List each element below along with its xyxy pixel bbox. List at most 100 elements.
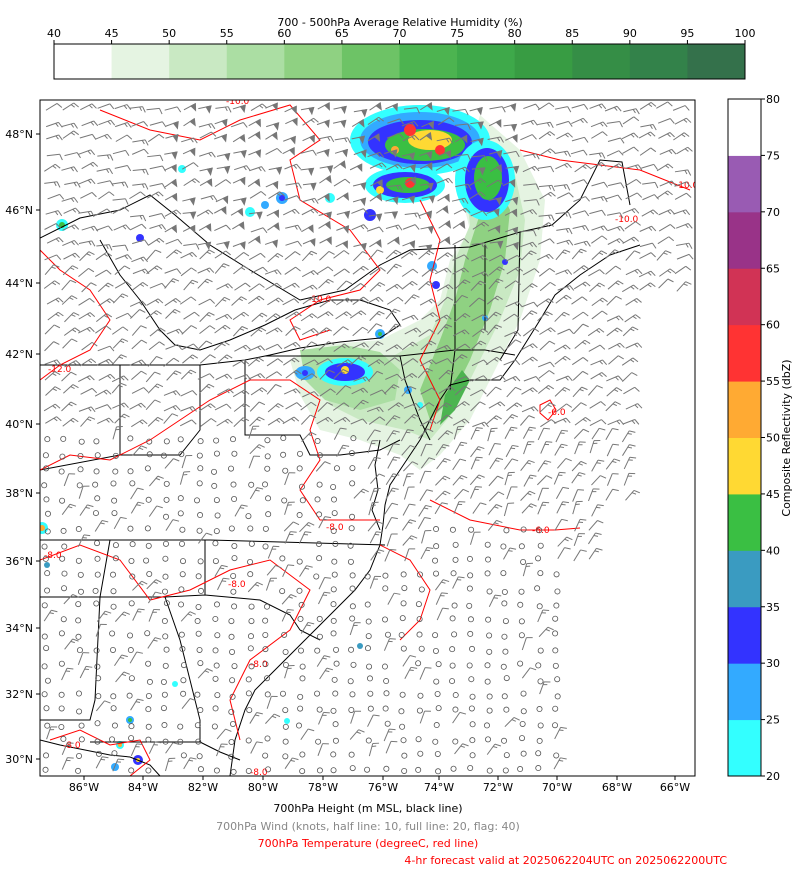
wind-barb	[43, 403, 61, 412]
wind-barb	[265, 147, 283, 155]
wind-barb	[198, 532, 213, 544]
wind-barb	[43, 280, 61, 289]
wind-barb	[248, 118, 261, 128]
calm-wind-circle	[42, 555, 49, 562]
calm-wind-circle	[501, 737, 508, 744]
wind-barb	[149, 183, 166, 190]
wind-barb	[385, 196, 399, 205]
calm-wind-circle	[298, 601, 305, 608]
wind-barb	[199, 151, 216, 158]
wind-barb	[385, 517, 398, 530]
calm-wind-circle	[519, 720, 526, 727]
wind-barb	[333, 343, 350, 352]
calm-wind-circle	[60, 616, 67, 623]
wind-barb	[538, 148, 556, 157]
wind-barb	[591, 504, 604, 517]
wind-barb	[267, 222, 280, 231]
wind-barb	[248, 373, 266, 380]
wind-barb	[588, 520, 604, 531]
wind-barb	[523, 474, 537, 487]
calm-wind-circle	[297, 705, 304, 712]
wind-barb	[557, 328, 574, 335]
wind-barb	[265, 371, 283, 379]
wind-barb	[198, 298, 216, 306]
lat-tick-label: 34°N	[5, 622, 33, 635]
calm-wind-circle	[163, 600, 170, 607]
calm-wind-circle	[229, 648, 236, 655]
calm-wind-circle	[469, 752, 476, 759]
wind-barb	[199, 325, 216, 334]
wind-barb	[319, 667, 334, 680]
wind-barb	[452, 108, 469, 116]
wind-barb	[505, 165, 520, 175]
temp-contour-minus8-west	[40, 379, 380, 521]
calm-wind-circle	[279, 555, 286, 562]
rh-swatch	[226, 44, 285, 79]
wind-barb	[553, 471, 566, 485]
calm-wind-circle	[162, 662, 169, 669]
wind-barb	[196, 340, 213, 351]
wind-barb	[504, 330, 522, 337]
wind-barb	[557, 192, 574, 199]
calm-wind-circle	[296, 722, 303, 729]
calm-wind-circle	[177, 495, 184, 502]
wind-barb	[112, 206, 130, 215]
wind-barb	[350, 418, 368, 425]
wind-barb	[453, 488, 470, 500]
calm-wind-circle	[552, 615, 559, 622]
wind-barb	[385, 102, 398, 112]
legend-temperature: 700hPa Temperature (degreeC, red line)	[258, 837, 479, 850]
wind-barb	[522, 268, 540, 276]
calm-wind-circle	[248, 481, 255, 488]
wind-barb	[214, 250, 231, 259]
wind-barb	[438, 386, 456, 394]
wind-barb	[268, 166, 283, 176]
wind-barb	[504, 426, 518, 439]
wind-barb	[589, 439, 601, 454]
calm-wind-circle	[42, 766, 49, 773]
rh-swatch	[687, 44, 746, 79]
wind-barb	[47, 311, 64, 321]
calm-wind-circle	[127, 632, 134, 639]
wind-barb	[521, 310, 538, 321]
lat-tick-label: 40°N	[5, 418, 33, 431]
wind-barb	[436, 106, 450, 116]
wind-barb	[572, 489, 584, 502]
wind-barb	[319, 299, 336, 308]
wind-barb	[164, 151, 178, 160]
wind-barb	[336, 192, 349, 201]
wind-barb	[607, 163, 624, 171]
calm-wind-circle	[44, 510, 51, 517]
wind-barb	[283, 135, 296, 145]
wind-barb	[197, 278, 213, 289]
calm-wind-circle	[245, 767, 252, 774]
dbz-colorbar-label: Composite Reflectivity (dbZ)	[780, 359, 793, 516]
us-canada-border	[40, 159, 631, 301]
wind-barb	[504, 208, 518, 218]
wind-barb	[591, 250, 608, 260]
wind-barb	[387, 402, 404, 411]
wind-barb	[608, 342, 625, 350]
calm-wind-circle	[450, 570, 457, 577]
wind-barb	[352, 326, 369, 337]
calm-wind-circle	[58, 691, 65, 698]
calm-wind-circle	[162, 540, 169, 547]
wind-barb	[556, 132, 573, 140]
wind-barb	[503, 502, 515, 517]
wind-barb	[265, 713, 281, 724]
wind-barb	[300, 149, 317, 156]
wind-barb	[182, 147, 196, 157]
wind-barb	[335, 385, 352, 396]
wind-barb	[299, 565, 313, 577]
calm-wind-circle	[296, 587, 303, 594]
wind-barb	[622, 236, 640, 244]
calm-wind-circle	[415, 736, 422, 743]
wind-barb	[319, 165, 334, 174]
calm-wind-circle	[449, 615, 456, 622]
calm-wind-circle	[485, 736, 492, 743]
calm-wind-circle	[245, 513, 252, 520]
wind-barb	[606, 327, 623, 337]
wind-barb	[199, 178, 213, 188]
wind-barb	[183, 178, 200, 187]
dbz-colorbar-swatches	[728, 99, 761, 777]
